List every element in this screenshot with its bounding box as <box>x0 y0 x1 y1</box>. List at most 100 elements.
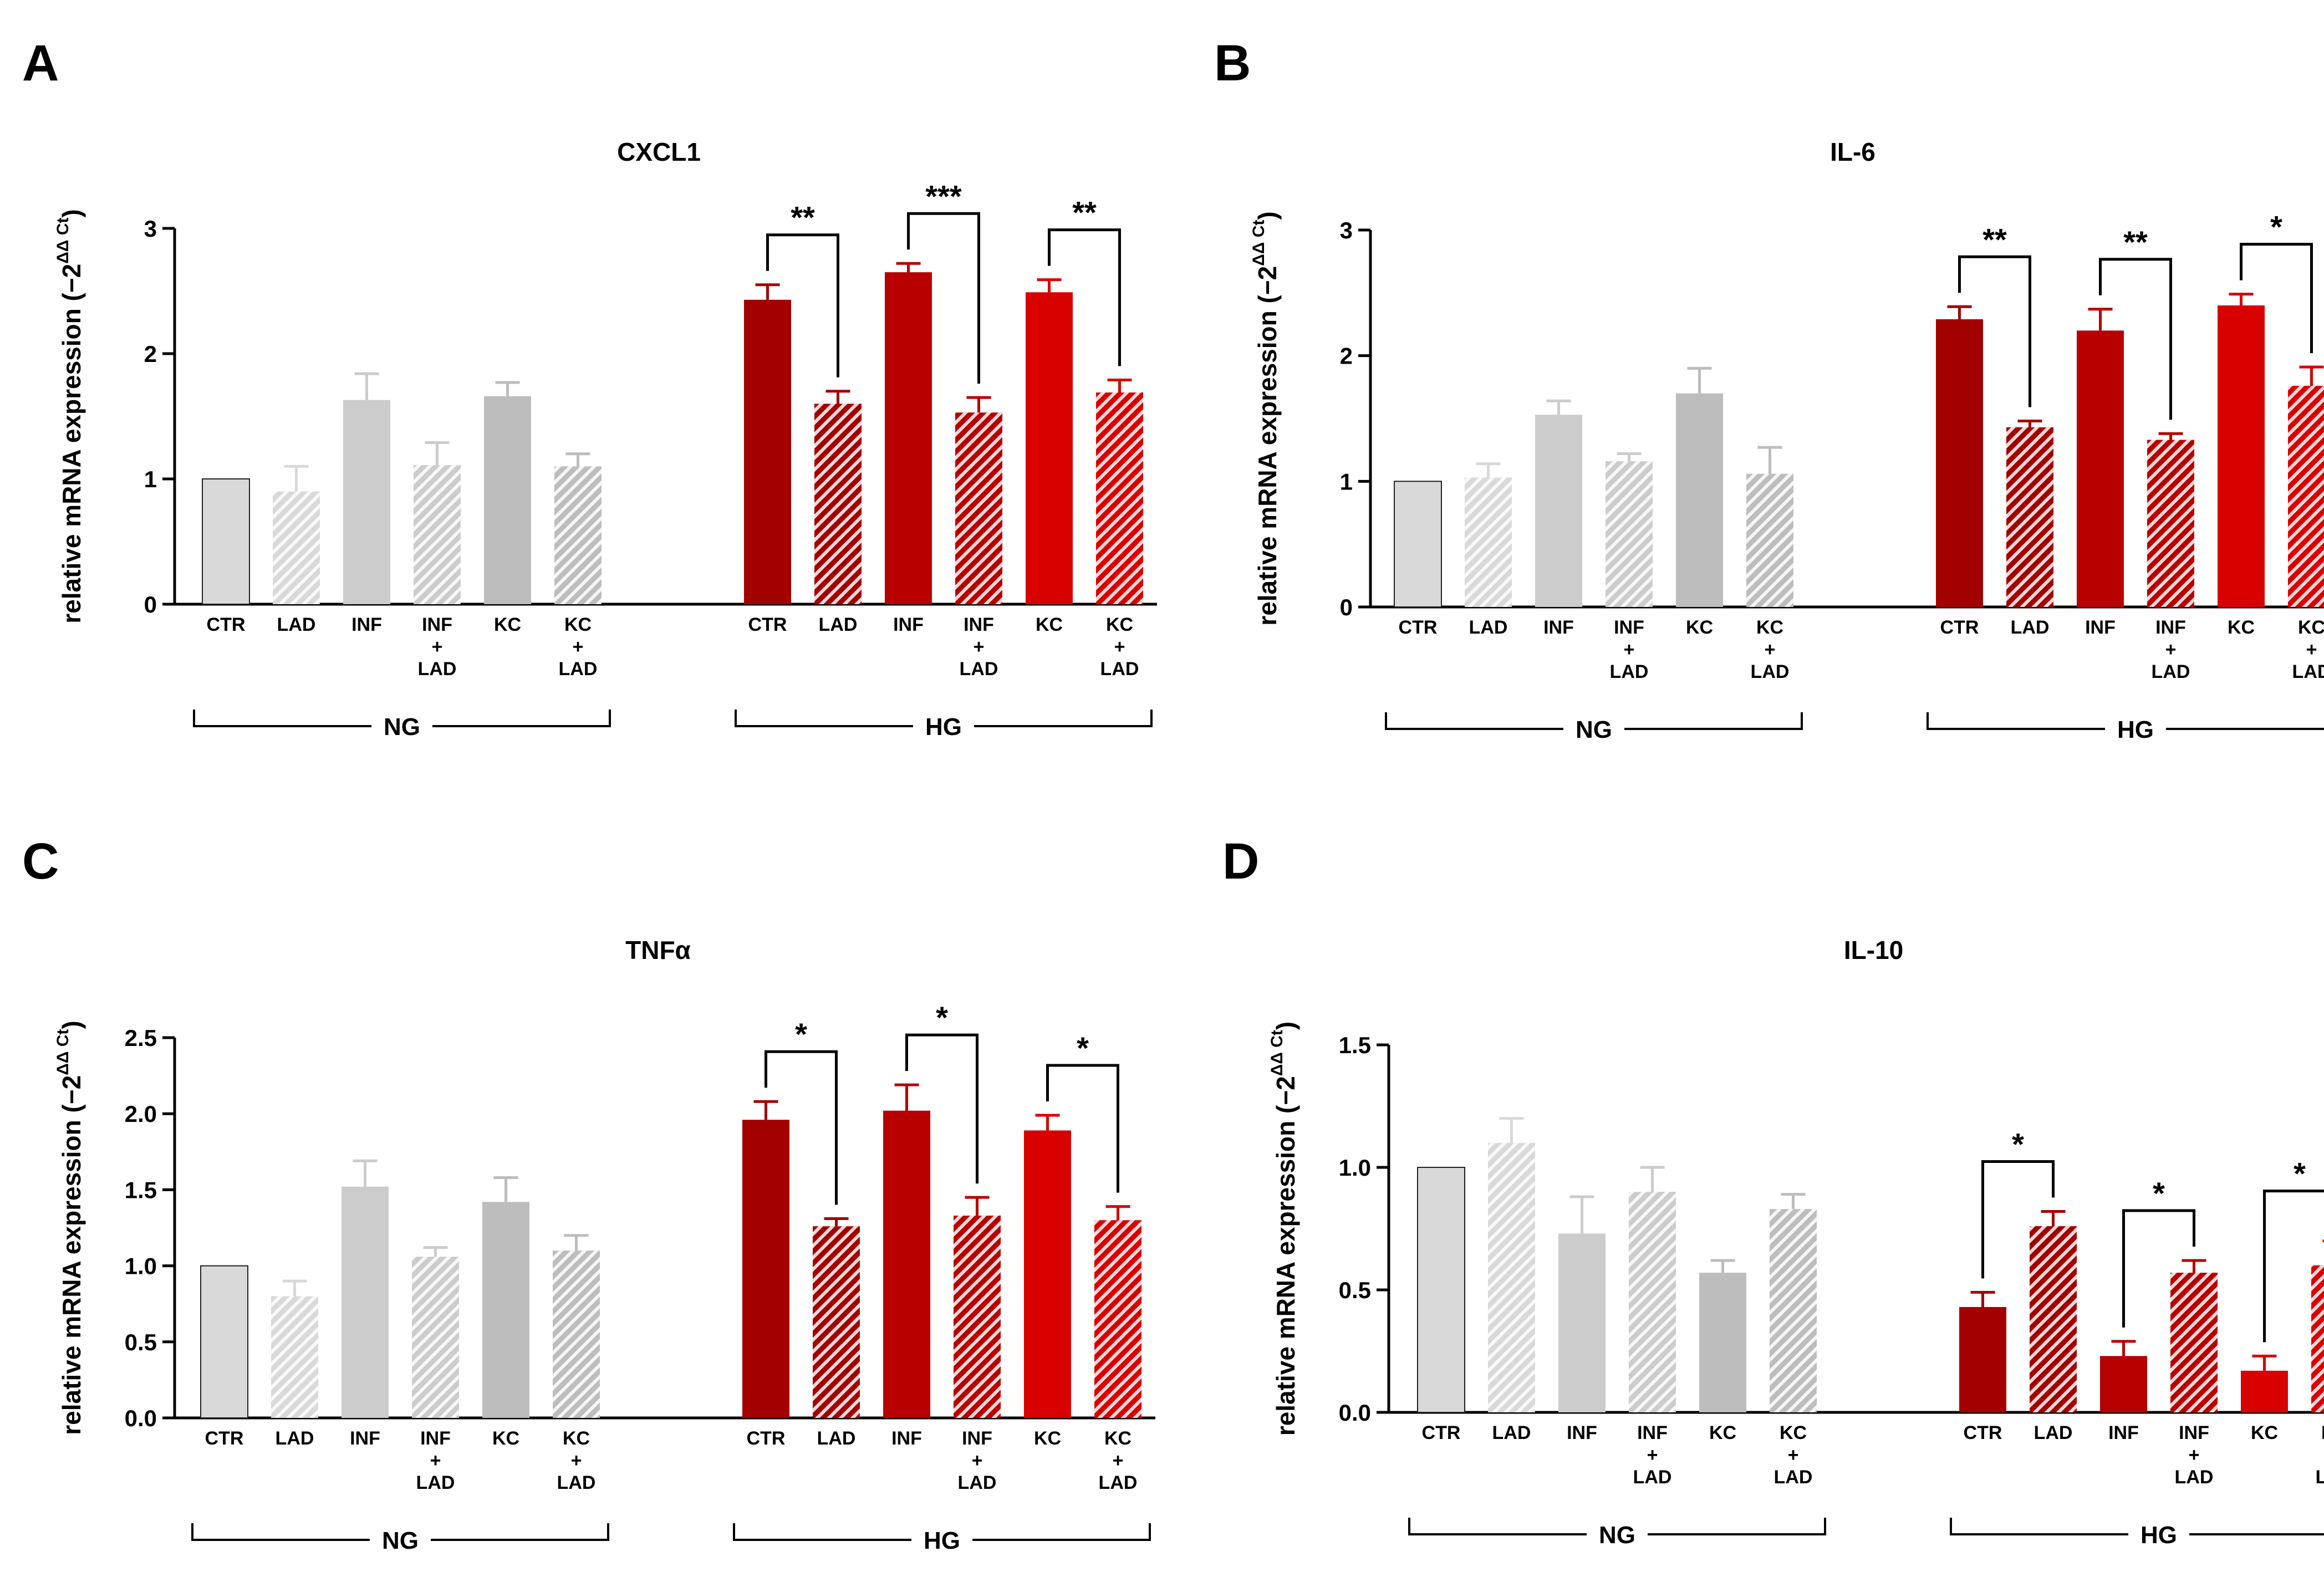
x-tick-label: + <box>2189 1445 2200 1466</box>
bar <box>482 1202 529 1418</box>
bar-hatch <box>1606 461 1653 607</box>
group-label-bg <box>1587 1520 1648 1548</box>
x-tick-label: KC <box>2321 1422 2324 1443</box>
bar <box>2218 305 2265 607</box>
x-tick-label: INF <box>351 614 382 635</box>
x-tick-label: LAD <box>2175 1467 2214 1488</box>
bar <box>883 1110 930 1418</box>
significance-bracket <box>1958 255 2031 407</box>
y-tick-label: 1.0 <box>1339 1155 1371 1181</box>
bar-hatch <box>2288 386 2324 607</box>
y-axis-label-close: ) <box>57 1020 86 1029</box>
significance-bracket <box>2263 1190 2324 1343</box>
x-tick-label: + <box>571 1450 582 1471</box>
x-tick-label: CTR <box>205 1428 244 1449</box>
x-tick-label: CTR <box>1399 617 1438 638</box>
x-tick-label: LAD <box>1610 661 1649 682</box>
y-tick-label: 0.0 <box>1339 1400 1371 1426</box>
group-label: HG <box>925 713 962 741</box>
x-tick-label: CTR <box>747 1428 786 1449</box>
bar <box>1558 1233 1606 1412</box>
significance-label: *** <box>925 178 962 213</box>
x-tick-label: + <box>573 636 584 657</box>
x-tick-label: KC <box>1034 1428 1061 1449</box>
x-tick-label: KC <box>1756 617 1783 638</box>
group-label-bg <box>2128 1520 2189 1548</box>
y-tick-label: 1.5 <box>125 1177 157 1203</box>
x-tick-label: INF <box>962 1428 992 1449</box>
bar-hatch <box>2006 427 2053 607</box>
y-axis-label: relative mRNA expression (−2ΔΔ Ct) <box>1268 1022 1300 1436</box>
chart-title: IL-6 <box>1830 137 1875 166</box>
y-tick-label: 2 <box>1340 343 1353 369</box>
x-tick-label: LAD <box>2152 661 2190 682</box>
y-tick-label: 2 <box>144 341 157 367</box>
significance-label: * <box>2012 1127 2024 1162</box>
y-axis-label-close: ) <box>1253 211 1282 220</box>
bar-hatch <box>814 404 862 604</box>
x-tick-label: + <box>1624 639 1635 660</box>
group-label: NG <box>382 1527 419 1554</box>
y-axis-label-superscript: ΔΔ Ct <box>1268 1030 1286 1076</box>
significance-label: ** <box>1982 222 2007 257</box>
x-tick-label: LAD <box>416 1472 455 1493</box>
bar-hatch <box>1488 1142 1535 1412</box>
panel-letter: B <box>1214 35 1251 91</box>
bar-hatch <box>955 412 1002 604</box>
significance-bracket <box>2240 243 2313 354</box>
x-tick-label: KC <box>494 614 521 635</box>
x-tick-label: CTR <box>1422 1422 1461 1443</box>
bar <box>484 396 531 604</box>
x-tick-label: LAD <box>1100 659 1139 680</box>
chart-panel-d: D IL-10 relative mRNA expression (−2ΔΔ Ct)… <box>1222 833 2324 1549</box>
x-tick-label: LAD <box>2316 1467 2324 1488</box>
x-tick-label: KC <box>2228 617 2255 638</box>
significance-bracket <box>2122 1209 2195 1328</box>
x-tick-label: LAD <box>958 1472 997 1493</box>
x-tick-label: LAD <box>2292 661 2324 682</box>
group-label: HG <box>2140 1522 2177 1549</box>
y-tick-label: 3 <box>1340 217 1353 243</box>
group-label: HG <box>924 1527 960 1554</box>
x-tick-label: + <box>432 636 443 657</box>
bar-hatch <box>273 491 320 604</box>
chart-panel-b: B IL-6 relative mRNA expression (−2ΔΔ Ct) 0… <box>1214 35 2324 743</box>
x-tick-label: + <box>1114 636 1125 657</box>
significance-bracket <box>1048 228 1121 366</box>
significance-bracket <box>765 1050 838 1205</box>
x-tick-label: LAD <box>1633 1467 1672 1488</box>
panel-letter: A <box>22 35 59 91</box>
x-tick-label: LAD <box>2011 617 2050 638</box>
bar <box>1026 292 1073 604</box>
bar-hatch <box>271 1296 318 1418</box>
y-tick-label: 0 <box>1340 594 1353 620</box>
significance-label: ** <box>791 200 815 235</box>
y-tick-label: 1.0 <box>125 1253 157 1279</box>
y-axis-label-main: relative mRNA expression (−2 <box>1253 266 1282 626</box>
bar-hatch <box>553 1251 600 1418</box>
group-label-bg <box>911 1526 972 1554</box>
bar <box>1394 481 1442 608</box>
significance-label: ** <box>1072 195 1097 230</box>
x-tick-label: + <box>2165 639 2177 660</box>
group-label: NG <box>1576 716 1612 743</box>
y-axis-label-close: ) <box>57 209 86 217</box>
bar <box>1417 1167 1465 1413</box>
x-tick-label: INF <box>2179 1422 2209 1443</box>
y-tick-label: 1 <box>144 466 157 492</box>
y-axis-label: relative mRNA expression (−2ΔΔ Ct) <box>1250 211 1282 625</box>
x-tick-label: + <box>1647 1445 1658 1466</box>
bar-hatch <box>2170 1273 2218 1412</box>
x-tick-label: INF <box>891 1428 922 1449</box>
x-tick-label: KC <box>563 1428 590 1449</box>
x-tick-label: LAD <box>1492 1422 1531 1443</box>
x-tick-label: INF <box>1567 1422 1597 1443</box>
significance-bracket <box>2099 258 2172 420</box>
group-label: NG <box>1599 1522 1635 1549</box>
chart-panel-a: A CXCL1 relative mRNA expression (−2ΔΔ Ct)… <box>22 35 1157 741</box>
x-tick-label: INF <box>1614 617 1644 638</box>
x-tick-label: INF <box>893 614 924 635</box>
bar <box>202 478 250 605</box>
y-axis-label: relative mRNA expression (−2ΔΔ Ct) <box>54 1020 86 1435</box>
bar <box>1535 415 1582 607</box>
